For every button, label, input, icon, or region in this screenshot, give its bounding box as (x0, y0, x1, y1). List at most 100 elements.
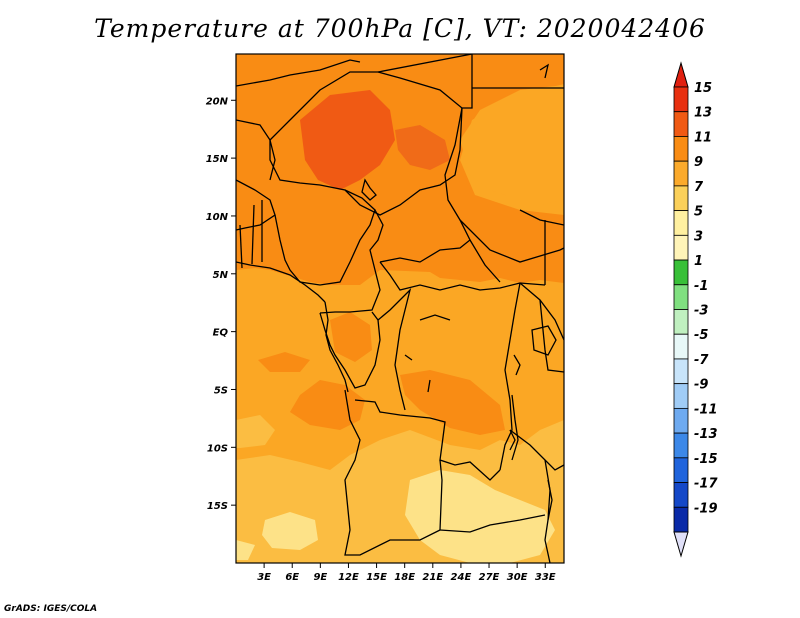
lat-tick-label: 15S (207, 501, 228, 512)
colorbar-swatch (673, 358, 689, 385)
colorbar-label: -15 (694, 452, 718, 467)
colorbar-label: -19 (694, 501, 718, 516)
field-band-5-sw (236, 540, 255, 560)
colorbar-swatch (673, 284, 689, 310)
map-frame (235, 53, 565, 564)
border-niger (269, 71, 463, 216)
colorbar-swatch (673, 482, 689, 508)
lon-tick-label: 3E (257, 572, 271, 583)
field-band-13-chad (395, 125, 450, 170)
field-band-11-eastcongo (400, 370, 505, 435)
border-ghana (239, 224, 243, 269)
border-algeria-niger (236, 59, 361, 87)
field-band-5-zambia (405, 470, 555, 563)
border-gabon (319, 311, 381, 389)
colorbar-swatch (673, 210, 689, 236)
colorbar-swatch (673, 333, 689, 360)
colorbar-label: 11 (694, 130, 712, 145)
country-borders (236, 54, 564, 563)
lon-tick-label: 33E (535, 572, 556, 583)
colorbar-label: 3 (694, 229, 703, 244)
lat-tick-label: EQ (213, 328, 229, 339)
field-band-5-angola (262, 512, 318, 550)
lat-tick-label: 10S (207, 443, 228, 454)
colorbar-label: 5 (694, 205, 703, 220)
coast-west-central (324, 301, 349, 393)
colorbar-swatch (673, 432, 689, 459)
border-togo (251, 204, 255, 265)
lon-tick-label: 27E (479, 572, 500, 583)
border-libya-chad (377, 54, 473, 73)
lat-tick-label: 10N (206, 212, 229, 223)
coast-red-sea (539, 63, 549, 79)
grads-credit: GrADS: IGES/COLA (4, 604, 98, 614)
colorbar-swatch (673, 259, 689, 286)
colorbar-label: -13 (694, 427, 718, 442)
colorbar-swatch (673, 136, 689, 162)
colorbar-swatch (673, 506, 689, 533)
lon-tick-label: 9E (313, 572, 327, 583)
lon-tick-label: 6E (285, 572, 299, 583)
lon-tick-label: 30E (507, 572, 528, 583)
colorbar-swatch (673, 457, 689, 483)
lon-tick-label: 15E (366, 572, 387, 583)
chart-title: Temperature at 700hPa [C], VT: 202004240… (94, 14, 706, 43)
border-ssudan (469, 239, 501, 283)
lake-kivu (513, 354, 521, 376)
field-band-13-sahara (300, 90, 395, 190)
border-ssudan-east (519, 209, 564, 226)
border-libya-egypt (462, 54, 473, 109)
field-band-7-west (236, 415, 275, 448)
border-drc-east (499, 282, 521, 471)
colorbar-swatch (673, 383, 689, 409)
field-band-11-gabon (330, 312, 372, 362)
colorbar-label: 7 (694, 180, 704, 195)
colorbar-label: 13 (694, 106, 712, 121)
lon-tick-label: 24E (451, 572, 472, 583)
colorbar-label: -1 (694, 279, 708, 294)
colorbar-label: 9 (694, 155, 703, 170)
border-zambia (439, 514, 546, 533)
border-kenya (539, 299, 564, 373)
colorbar-swatch (673, 407, 689, 434)
border-uganda-kenya (519, 282, 564, 341)
field-band-11-congo (290, 380, 365, 430)
colorbar-label: 1 (694, 254, 703, 269)
border-drc-south (354, 399, 501, 481)
lon-tick-label: 18E (394, 572, 415, 583)
lake-victoria (531, 325, 557, 356)
lon-tick-label: 21E (422, 572, 443, 583)
border-sudan-ssudan (459, 219, 564, 263)
colorbar-top-arrow (673, 61, 689, 88)
colorbar-swatch (673, 86, 689, 113)
field-band-11-west (258, 352, 310, 372)
lake-tanganyika (511, 394, 519, 461)
colorbar-label: -5 (694, 328, 708, 343)
lat-tick-label: 5N (213, 270, 229, 281)
colorbar-label: -9 (694, 378, 708, 393)
border-angola (344, 389, 441, 556)
coast-gulf-guinea (236, 261, 326, 303)
border-angola-east (439, 459, 443, 531)
lat-axis: 20N 15N 10N 5N EQ 5S 10S 15S (206, 96, 236, 512)
lon-axis: 3E 6E 9E 12E 15E 18E 21E 24E 27E 30E 33E (257, 563, 556, 583)
lat-tick-label: 15N (206, 154, 229, 165)
border-mali (236, 119, 276, 181)
lon-tick-label: 12E (338, 572, 359, 583)
temperature-field (236, 54, 564, 563)
colorbar-swatch (673, 111, 689, 137)
colorbar-label: 15 (694, 81, 712, 96)
colorbar-label: -11 (694, 402, 718, 417)
lat-tick-label: 5S (214, 385, 228, 396)
colorbar-swatch (673, 309, 689, 335)
colorbar-label: -17 (694, 477, 718, 492)
colorbar-bottom-arrow (673, 531, 689, 558)
border-car (379, 261, 546, 291)
colorbar-swatch (673, 185, 689, 212)
colorbar-swatch (673, 160, 689, 187)
colorbar-swatch (673, 234, 689, 261)
colorbar-label: -7 (694, 353, 709, 368)
field-band-9-northeast (460, 85, 564, 205)
lake-malawi (547, 479, 553, 521)
